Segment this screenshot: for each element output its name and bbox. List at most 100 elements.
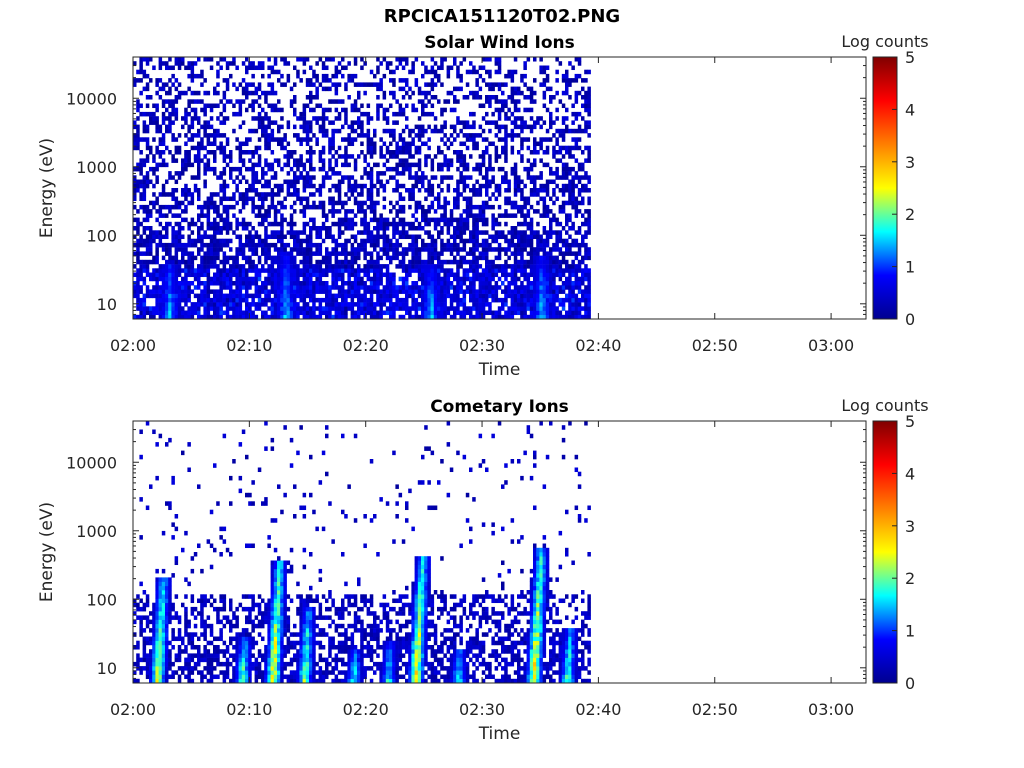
heatmap-cell [376, 293, 380, 299]
heatmap-cell [241, 90, 246, 96]
heatmap-cell [273, 285, 278, 290]
heatmap-cell [184, 272, 188, 278]
heatmap-cell [235, 99, 239, 104]
heatmap-cell [277, 209, 281, 214]
heatmap-cell [190, 200, 195, 206]
heatmap-cell [350, 78, 355, 83]
heatmap-cell [203, 128, 207, 134]
heatmap-cell [177, 95, 182, 100]
heatmap-cell [245, 297, 249, 303]
heatmap-cell [427, 99, 431, 104]
heatmap-cell [475, 242, 479, 248]
heatmap-cell [561, 120, 566, 125]
heatmap-cell [501, 175, 505, 180]
heatmap-cell [321, 65, 326, 71]
heatmap-cell [270, 65, 275, 71]
heatmap-cell [401, 65, 406, 71]
heatmap-cell [501, 289, 505, 294]
heatmap-cell [469, 124, 473, 130]
heatmap-cell [529, 116, 534, 121]
heatmap-cell [408, 306, 412, 311]
heatmap-cell [286, 293, 291, 299]
heatmap-cell [369, 166, 374, 172]
heatmap-cell [299, 310, 303, 316]
heatmap-cell [200, 297, 204, 303]
heatmap-cell [577, 200, 582, 206]
heatmap-cell [315, 141, 319, 147]
heatmap-cell [225, 285, 230, 290]
heatmap-cell [321, 73, 326, 79]
heatmap-cell [510, 69, 515, 75]
heatmap-cell [165, 314, 169, 320]
heatmap-cell [168, 293, 172, 299]
heatmap-cell [248, 242, 252, 248]
heatmap-cell [555, 259, 559, 265]
heatmap-cell [517, 209, 521, 214]
heatmap-cell [273, 57, 278, 62]
heatmap-cell [133, 141, 137, 147]
heatmap-cell [577, 137, 582, 142]
heatmap-cell [142, 268, 147, 273]
heatmap-cell [478, 183, 483, 189]
heatmap-cell [277, 285, 281, 290]
heatmap-cell [437, 145, 441, 151]
heatmap-cell [289, 297, 294, 303]
heatmap-cell [337, 272, 342, 278]
heatmap-cell [305, 78, 310, 83]
heatmap-cell [184, 209, 188, 214]
heatmap-cell [369, 183, 374, 189]
heatmap-cell [373, 302, 377, 307]
heatmap-cell [481, 213, 486, 218]
heatmap-cell [382, 217, 387, 223]
heatmap-cell [296, 69, 300, 75]
heatmap-cell [363, 200, 367, 206]
heatmap-cell [165, 289, 169, 294]
heatmap-cell [472, 259, 476, 265]
heatmap-cell [149, 247, 153, 252]
heatmap-cell [501, 281, 505, 286]
heatmap-cell [161, 116, 166, 121]
heatmap-cell [203, 281, 207, 286]
heatmap-cell [504, 221, 508, 227]
heatmap-cell [469, 69, 473, 75]
heatmap-cell [549, 306, 553, 311]
heatmap-cell [312, 264, 316, 269]
heatmap-cell [152, 268, 156, 273]
heatmap-cell [520, 230, 524, 235]
heatmap-cell [465, 285, 470, 290]
heatmap-cell [577, 297, 582, 303]
heatmap-cell [469, 230, 473, 235]
heatmap-cell [318, 297, 323, 303]
heatmap-cell [411, 251, 415, 256]
heatmap-cell [251, 171, 255, 176]
heatmap-cell [529, 285, 534, 290]
heatmap-cell [552, 217, 556, 223]
heatmap-cell [478, 188, 483, 193]
heatmap-cell [241, 281, 246, 286]
heatmap-cell [389, 281, 393, 286]
heatmap-cell [270, 188, 275, 193]
heatmap-cell [277, 281, 281, 286]
heatmap-cell [203, 107, 207, 113]
heatmap-cell [395, 150, 399, 155]
heatmap-cell [145, 259, 150, 265]
heatmap-cell [136, 289, 140, 294]
heatmap-cell [184, 133, 188, 138]
heatmap-cell [318, 124, 323, 130]
heatmap-cell [241, 226, 246, 231]
heatmap-cell [222, 285, 227, 290]
heatmap-cell [453, 226, 457, 231]
heatmap-cell [421, 289, 425, 294]
heatmap-cell [289, 314, 294, 320]
heatmap-cell [478, 314, 483, 320]
heatmap-cell [561, 281, 566, 286]
heatmap-cell [238, 209, 243, 214]
heatmap-cell [235, 259, 239, 265]
heatmap-cell [440, 204, 444, 210]
heatmap-cell [177, 171, 182, 176]
heatmap-cell [369, 255, 374, 261]
heatmap-cell [545, 293, 550, 299]
heatmap-cell [168, 306, 172, 311]
heatmap-cell [235, 264, 239, 269]
heatmap-cell [139, 314, 143, 320]
